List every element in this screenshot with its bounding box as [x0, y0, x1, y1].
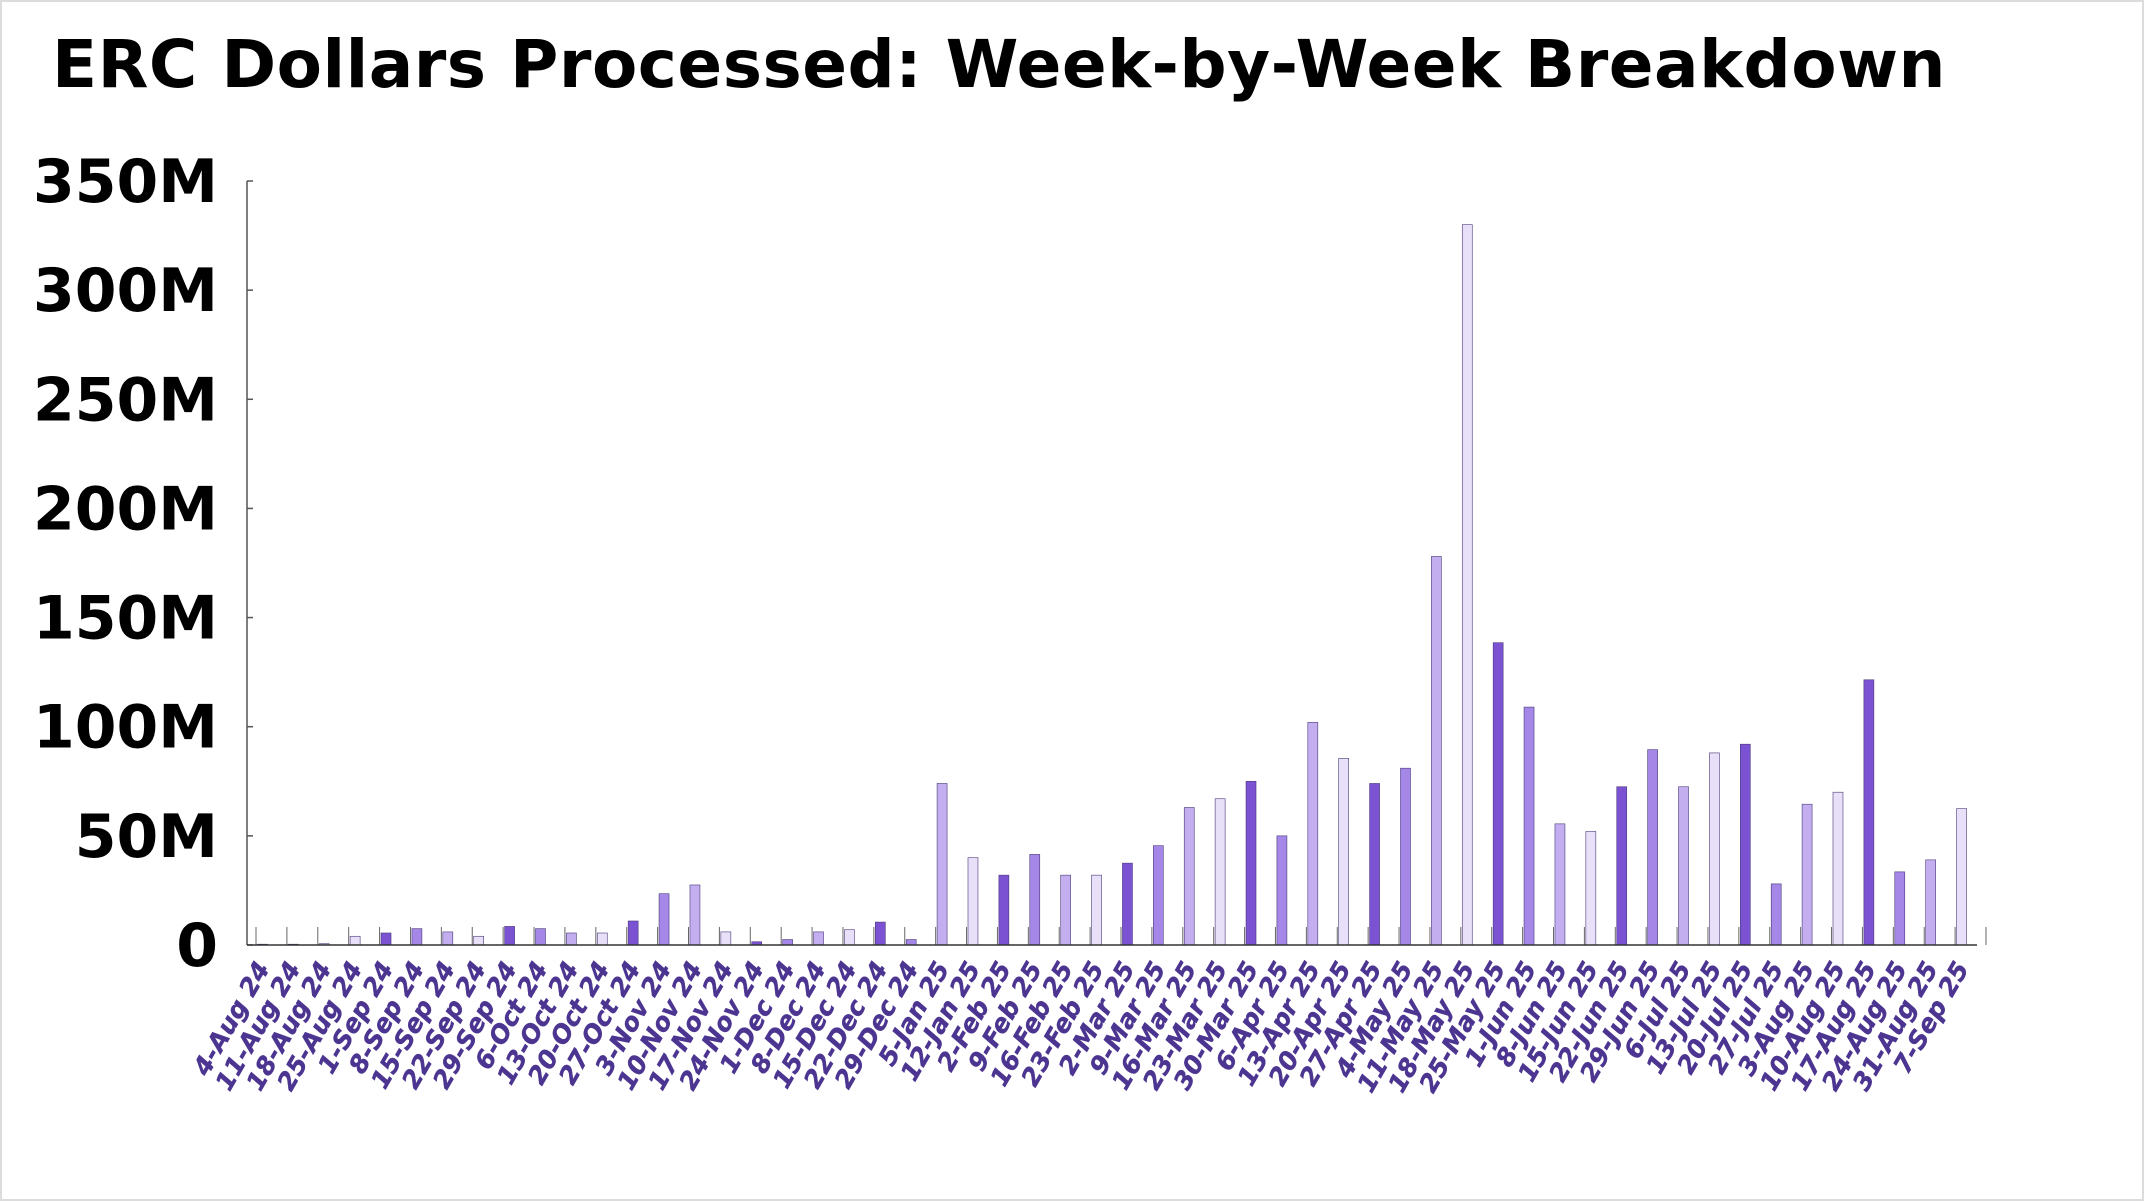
bar — [720, 931, 732, 946]
bar — [1740, 743, 1751, 946]
bar — [1554, 823, 1566, 946]
y-axis: 0 50M 100M 150M 200M 250M 300M 350M — [33, 147, 253, 981]
bar — [1770, 883, 1782, 946]
bar — [875, 921, 886, 946]
bar — [998, 874, 1010, 946]
bar — [1863, 679, 1875, 946]
bar — [349, 935, 361, 946]
bar — [782, 939, 793, 946]
bar — [1925, 859, 1936, 946]
bar — [504, 926, 515, 946]
bar — [1492, 642, 1504, 946]
bar — [813, 931, 824, 946]
y-tick-label: 350M — [33, 147, 218, 217]
y-tick-label: 150M — [33, 584, 218, 654]
bar — [1801, 803, 1813, 946]
bar — [1029, 854, 1041, 946]
bar — [967, 857, 979, 946]
bar — [1060, 874, 1071, 946]
bar — [380, 932, 392, 946]
bar — [1214, 798, 1226, 946]
bar — [1678, 786, 1689, 946]
bar — [1431, 556, 1442, 946]
bar — [1647, 749, 1658, 946]
bar — [936, 783, 948, 946]
bar — [1894, 871, 1906, 946]
bar — [442, 931, 454, 946]
bar — [844, 929, 855, 946]
bar — [411, 928, 423, 946]
bar — [1832, 791, 1844, 946]
chart-title: ERC Dollars Processed: Week-by-Week Brea… — [52, 26, 1947, 103]
bar — [1183, 807, 1195, 946]
y-tick-label: 300M — [33, 256, 218, 326]
bar — [1585, 831, 1597, 946]
bar — [1523, 706, 1535, 946]
bar — [1616, 786, 1628, 946]
bar — [1245, 780, 1257, 946]
bar — [1461, 224, 1473, 946]
bar — [1276, 835, 1288, 946]
bars — [257, 224, 1967, 946]
bar — [1956, 808, 1967, 946]
bar — [566, 932, 577, 946]
bar — [1400, 767, 1411, 946]
bar — [1153, 845, 1164, 946]
bar — [1369, 783, 1380, 946]
bar — [627, 920, 639, 946]
y-tick-label: 200M — [33, 474, 218, 544]
bar — [596, 932, 608, 946]
bar — [658, 893, 670, 946]
bar — [1709, 752, 1720, 946]
bar — [1338, 758, 1349, 946]
bar — [1307, 722, 1319, 946]
y-tick-label: 50M — [75, 802, 218, 872]
bar — [473, 935, 484, 946]
y-tick-label: 0 — [176, 911, 218, 981]
bar — [1122, 862, 1133, 946]
bar — [905, 939, 917, 946]
y-tick-label: 250M — [33, 365, 218, 435]
bar — [1091, 874, 1102, 946]
bar — [535, 928, 546, 946]
y-tick-label: 100M — [33, 693, 218, 763]
bar — [689, 884, 701, 946]
x-axis-ticks — [255, 927, 1987, 945]
